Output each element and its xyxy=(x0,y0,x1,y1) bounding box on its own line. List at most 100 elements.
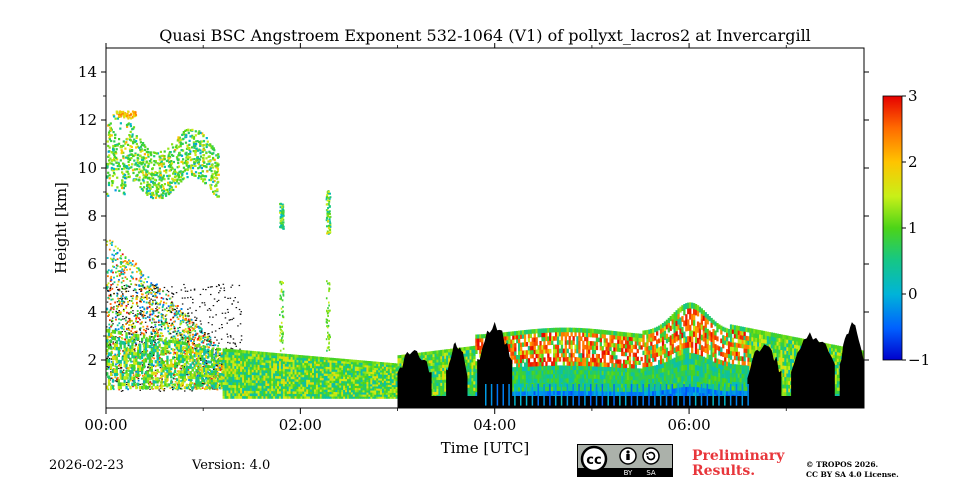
noise-pixel-dark xyxy=(157,290,159,292)
bl-cell xyxy=(257,369,260,373)
noise-pixel xyxy=(180,338,183,340)
bl-cell xyxy=(245,358,249,362)
noise-pixel-dark xyxy=(147,370,150,372)
cloud-pixel xyxy=(175,156,179,159)
noise-pixel-dark xyxy=(176,333,178,335)
noise-pixel-dark xyxy=(173,308,176,310)
bl-cell xyxy=(259,364,262,368)
bl-cell xyxy=(247,361,251,365)
bl-cell xyxy=(240,395,243,399)
noise-pixel xyxy=(174,352,177,354)
cloud-pixel xyxy=(187,166,190,169)
bl-cell xyxy=(121,376,124,380)
cirrus-fall-pixel xyxy=(282,305,284,308)
cloud-pixel xyxy=(168,169,171,172)
bl-cell xyxy=(251,377,255,381)
bl-cell xyxy=(308,372,311,376)
noise-pixel-dark xyxy=(128,333,130,335)
noise-pixel-dark xyxy=(107,345,110,347)
noise-pixel xyxy=(178,313,181,316)
bl-cell xyxy=(141,370,144,375)
cirrus-pixel xyxy=(281,208,284,211)
bl-cell xyxy=(282,383,286,387)
noise-pixel xyxy=(108,335,111,338)
bl-cell xyxy=(214,370,218,374)
bl-cell xyxy=(271,383,274,386)
noise-pixel-dark xyxy=(212,316,214,318)
noise-pixel xyxy=(115,329,118,332)
bl-cell xyxy=(211,356,214,359)
cloud-pixel xyxy=(202,178,205,181)
cloud-pixel xyxy=(152,151,155,154)
noise-pixel-dark xyxy=(133,349,135,351)
noise-pixel xyxy=(159,323,162,326)
bl-cell xyxy=(207,365,210,368)
bl-cell xyxy=(146,377,150,381)
bl-cell xyxy=(162,349,165,353)
noise-pixel-dark xyxy=(189,389,191,391)
noise-pixel xyxy=(144,287,147,290)
bl-cell xyxy=(279,368,282,372)
noise-pixel xyxy=(146,349,149,352)
cloud-pixel xyxy=(155,192,158,195)
bl-cell xyxy=(298,369,301,373)
noise-pixel xyxy=(122,280,125,282)
cloud-pixel xyxy=(116,117,119,120)
noise-pixel-dark xyxy=(125,290,128,292)
noise-pixel-dark xyxy=(149,367,151,369)
bl-cell xyxy=(156,357,159,361)
bl-cell xyxy=(189,350,192,354)
noise-pixel-dark xyxy=(141,314,143,316)
cirrus-fall-pixel xyxy=(281,337,283,340)
noise-pixel xyxy=(160,328,163,331)
bl-cell xyxy=(222,384,225,388)
bl-cell xyxy=(106,358,109,363)
bl-cell xyxy=(263,370,266,373)
bl-cell xyxy=(265,359,268,363)
bl-cell xyxy=(222,376,225,380)
noise-pixel-dark xyxy=(218,292,220,294)
noise-pixel-dark xyxy=(144,321,147,323)
bl-cell xyxy=(275,393,278,397)
noise-pixel xyxy=(199,339,201,342)
noise-pixel-dark xyxy=(200,331,202,333)
noise-pixel xyxy=(134,384,137,387)
cloud-pixel xyxy=(208,150,211,153)
cloud-pixel xyxy=(162,162,166,165)
bl-cell xyxy=(222,356,225,360)
noise-pixel xyxy=(130,264,133,267)
bl-cell xyxy=(298,386,301,390)
noise-pixel-dark xyxy=(215,349,217,351)
cloud-pixel xyxy=(197,172,200,175)
noise-pixel-dark xyxy=(139,313,142,316)
cloud-pixel xyxy=(124,113,127,116)
cloud-pixel xyxy=(193,164,196,167)
bl-cell xyxy=(294,371,297,375)
noise-pixel xyxy=(203,363,206,366)
cloud-pixel xyxy=(141,189,145,192)
bl-cell xyxy=(144,359,148,363)
noise-pixel xyxy=(206,343,209,346)
bl-cell xyxy=(135,373,138,377)
noise-pixel xyxy=(183,367,186,369)
bl-cell xyxy=(137,352,140,356)
bl-cell xyxy=(195,361,198,365)
noise-pixel-dark xyxy=(211,331,213,333)
cloud-pixel xyxy=(145,150,148,153)
bl-cell xyxy=(226,381,229,386)
bl-cell xyxy=(277,365,280,369)
noise-pixel xyxy=(125,262,128,265)
bl-cell xyxy=(150,348,153,352)
bl-cell xyxy=(177,386,181,390)
cirrus-fall-pixel xyxy=(327,282,329,285)
bl-cell xyxy=(288,376,291,380)
noise-pixel-dark xyxy=(135,284,138,286)
bl-cell xyxy=(135,333,138,338)
cloud-pixel xyxy=(126,155,129,158)
noise-pixel xyxy=(211,347,214,350)
cloud-pixel xyxy=(121,186,124,190)
bl-cell xyxy=(156,348,159,353)
bl-cell xyxy=(253,351,256,355)
noise-pixel xyxy=(118,279,120,281)
noise-pixel-dark xyxy=(180,368,183,370)
